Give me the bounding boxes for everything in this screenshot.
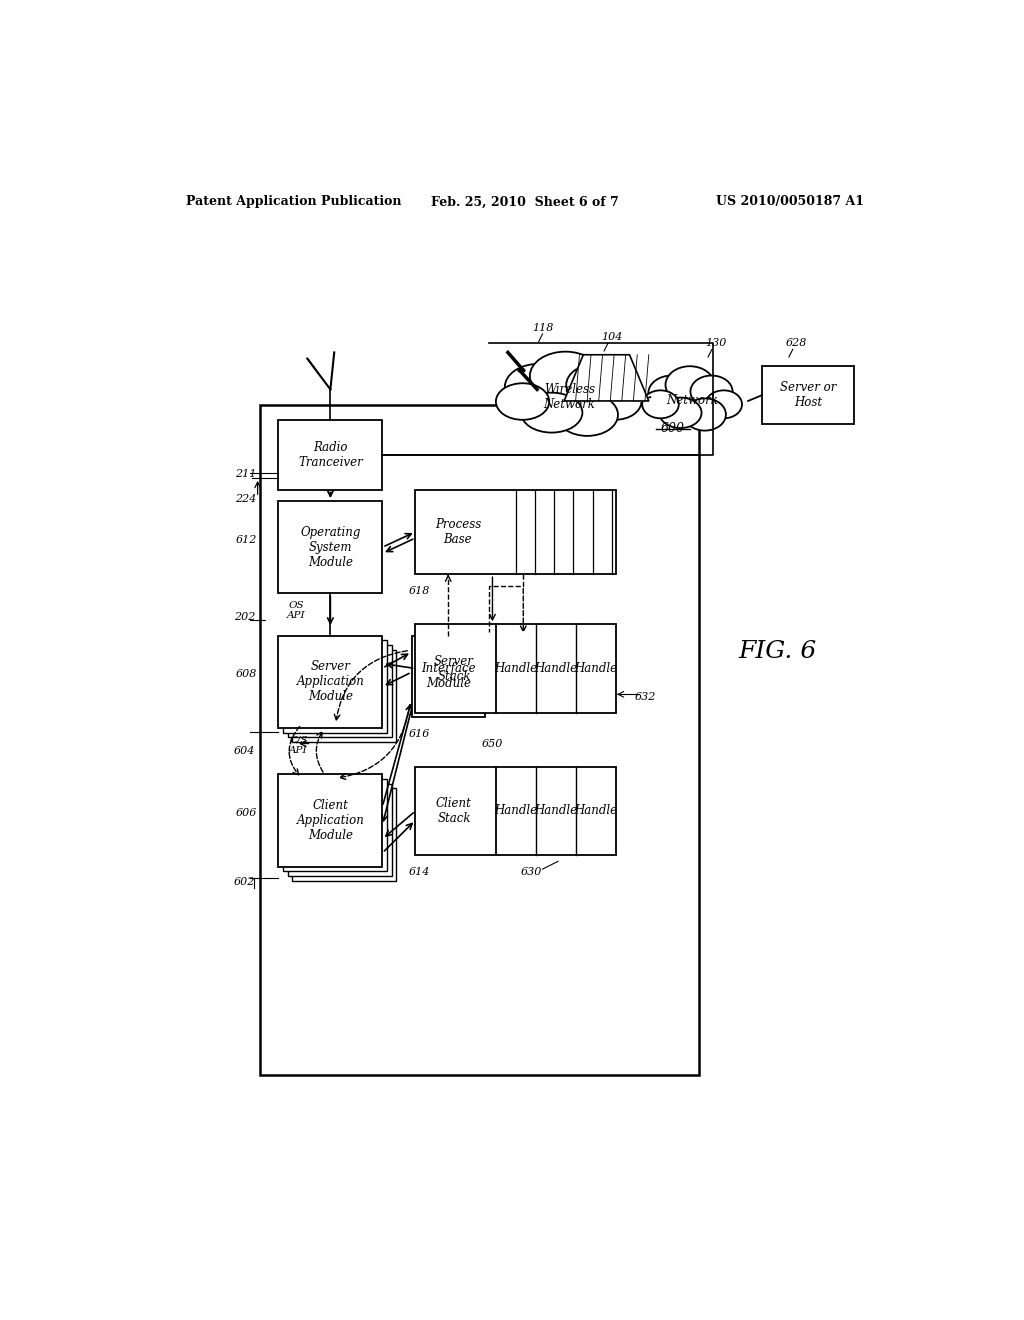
Text: Process
Base: Process Base — [434, 517, 481, 546]
Text: Handle: Handle — [535, 804, 578, 817]
Ellipse shape — [556, 393, 617, 436]
Bar — [292, 788, 396, 880]
Text: Patent Application Publication: Patent Application Publication — [186, 195, 401, 209]
Text: Interface
Module: Interface Module — [421, 663, 475, 690]
Text: Wireless
Network: Wireless Network — [544, 383, 595, 411]
Bar — [762, 367, 854, 424]
Bar — [416, 767, 615, 855]
Text: 202: 202 — [233, 611, 255, 622]
Text: 608: 608 — [236, 669, 257, 680]
Text: 604: 604 — [233, 746, 255, 756]
Text: Server
Stack: Server Stack — [434, 655, 474, 682]
FancyArrowPatch shape — [316, 731, 323, 772]
Bar — [279, 636, 382, 729]
Text: 104: 104 — [601, 333, 623, 342]
Text: US 2010/0050187 A1: US 2010/0050187 A1 — [716, 195, 863, 209]
Bar — [292, 649, 396, 742]
Text: 606: 606 — [236, 808, 257, 818]
Text: 224: 224 — [236, 494, 257, 504]
Text: Handle: Handle — [574, 663, 617, 675]
Ellipse shape — [666, 366, 715, 404]
Bar — [416, 624, 615, 713]
Ellipse shape — [706, 391, 742, 418]
Text: Operating
System
Module: Operating System Module — [300, 525, 360, 569]
Text: Radio
Tranceiver: Radio Tranceiver — [298, 441, 362, 469]
Text: Handle: Handle — [535, 663, 578, 675]
Bar — [288, 784, 391, 876]
Text: Handle: Handle — [574, 804, 617, 817]
Ellipse shape — [659, 397, 701, 428]
Bar — [283, 779, 387, 871]
Bar — [283, 640, 387, 733]
Text: 630: 630 — [520, 867, 542, 878]
Ellipse shape — [690, 376, 732, 408]
Ellipse shape — [588, 383, 641, 420]
Text: 618: 618 — [409, 586, 430, 597]
Text: 614: 614 — [409, 867, 430, 878]
Text: OS
API: OS API — [287, 601, 305, 620]
Text: Client
Stack: Client Stack — [436, 797, 472, 825]
Ellipse shape — [684, 399, 726, 430]
Polygon shape — [564, 355, 649, 401]
Bar — [412, 636, 484, 717]
Text: Client
Application
Module: Client Application Module — [296, 799, 365, 842]
Text: Handle: Handle — [495, 663, 538, 675]
Ellipse shape — [642, 391, 679, 418]
Text: FIG. 6: FIG. 6 — [738, 640, 816, 663]
Text: 600: 600 — [660, 422, 685, 434]
Text: 118: 118 — [531, 323, 553, 333]
Text: Handle: Handle — [495, 804, 538, 817]
Bar — [260, 405, 698, 1074]
Bar — [288, 645, 391, 738]
Text: Server
Application
Module: Server Application Module — [296, 660, 365, 704]
Text: Network: Network — [667, 395, 719, 408]
Text: Feb. 25, 2010  Sheet 6 of 7: Feb. 25, 2010 Sheet 6 of 7 — [431, 195, 618, 209]
Bar — [279, 775, 382, 867]
Text: C/S
API: C/S API — [289, 735, 308, 755]
Bar — [416, 490, 615, 574]
Text: 628: 628 — [786, 338, 807, 348]
Text: Server or
Host: Server or Host — [780, 381, 837, 409]
Ellipse shape — [505, 364, 572, 411]
Ellipse shape — [496, 383, 549, 420]
Text: 211: 211 — [236, 469, 257, 479]
FancyArrowPatch shape — [340, 705, 410, 779]
Ellipse shape — [521, 392, 583, 433]
Ellipse shape — [648, 376, 695, 411]
Text: 616: 616 — [409, 729, 430, 739]
Bar — [279, 420, 382, 490]
Text: 602: 602 — [233, 878, 255, 887]
Text: 612: 612 — [236, 535, 257, 545]
Text: 130: 130 — [706, 338, 726, 348]
Text: 650: 650 — [481, 739, 503, 748]
FancyArrowPatch shape — [289, 726, 300, 775]
Ellipse shape — [529, 351, 601, 400]
FancyArrowPatch shape — [335, 651, 408, 721]
Text: 632: 632 — [634, 693, 655, 702]
Bar — [279, 502, 382, 594]
Ellipse shape — [566, 364, 628, 407]
